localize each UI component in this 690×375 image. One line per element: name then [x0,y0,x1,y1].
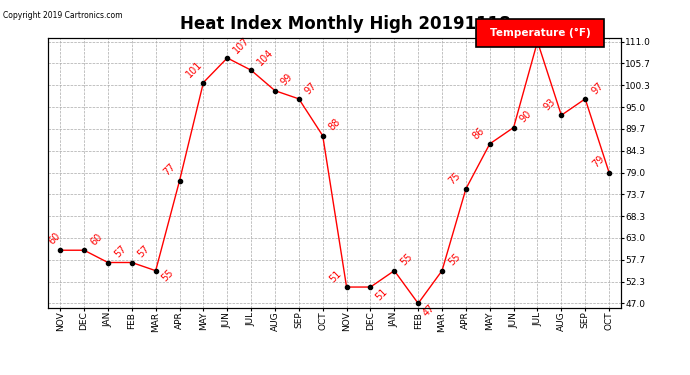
Text: 88: 88 [327,117,343,133]
Text: 99: 99 [279,72,295,88]
Text: 111: 111 [518,19,538,39]
Text: 90: 90 [518,109,533,125]
Text: 60: 60 [46,230,62,246]
Text: 77: 77 [161,162,177,178]
Text: 97: 97 [303,80,319,96]
Text: Copyright 2019 Cartronics.com: Copyright 2019 Cartronics.com [3,11,123,20]
Text: 55: 55 [398,252,415,268]
Text: 75: 75 [446,170,462,186]
Text: 86: 86 [471,125,486,141]
Text: 101: 101 [184,60,204,80]
Text: 47: 47 [421,303,437,319]
Text: 55: 55 [160,267,176,283]
Text: 55: 55 [446,252,462,268]
Text: 107: 107 [231,35,252,55]
Text: Heat Index Monthly High 20191118: Heat Index Monthly High 20191118 [179,15,511,33]
Text: 60: 60 [88,232,104,248]
Text: 93: 93 [542,97,558,112]
Text: 57: 57 [112,244,128,260]
Text: 51: 51 [327,268,343,284]
Text: 97: 97 [589,80,605,96]
Text: 104: 104 [255,47,275,68]
Text: Temperature (°F): Temperature (°F) [489,28,591,38]
Text: 57: 57 [136,244,152,260]
Text: 79: 79 [591,154,607,170]
Text: 51: 51 [373,286,389,302]
